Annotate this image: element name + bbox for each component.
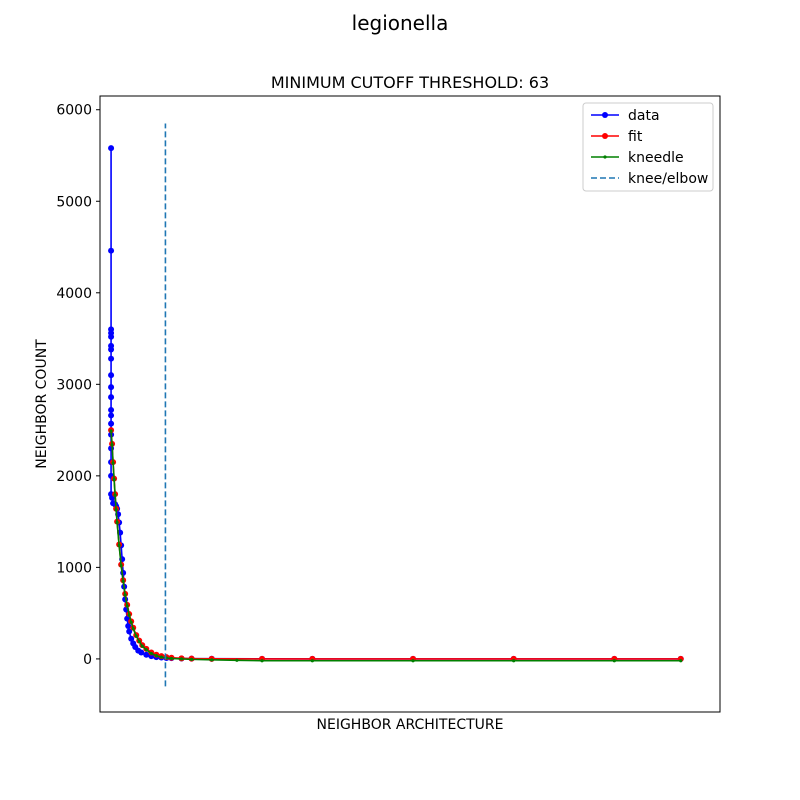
legend-label: data (628, 108, 660, 124)
y-tick-label: 5000 (56, 194, 92, 210)
legend-marker (602, 112, 608, 118)
kneedle-point (115, 520, 119, 525)
kneedle-point (117, 543, 121, 548)
kneedle-point (111, 461, 115, 465)
kneedle-point (109, 429, 113, 433)
kneedle-point (112, 477, 116, 482)
kneedle-point (169, 656, 174, 661)
kneedle-point (137, 639, 141, 644)
kneedle-point (110, 443, 114, 447)
kneedle-point (159, 655, 163, 659)
y-tick-label: 2000 (56, 469, 92, 485)
y-tick-label: 1000 (56, 560, 92, 576)
data-series-line (110, 148, 681, 660)
legend-box (582, 102, 714, 192)
kneedle-point (127, 613, 131, 617)
data-point (108, 420, 115, 427)
kneedle-point (149, 651, 153, 656)
kneedle-point (512, 659, 516, 663)
x-axis-label: NEIGHBOR ARCHITECTURE (317, 717, 504, 733)
kneedle-point (612, 659, 616, 663)
legend-marker (603, 155, 607, 159)
kneedle-point (134, 634, 138, 638)
data-point (108, 406, 115, 413)
data-point (108, 346, 115, 353)
y-tick-label: 3000 (56, 377, 92, 393)
data-point (108, 333, 115, 340)
chart-title: MINIMUM CUTOFF THRESHOLD: 63 (271, 73, 549, 92)
legend-marker (602, 133, 608, 139)
kneedle-point (189, 657, 194, 661)
data-point (126, 628, 133, 635)
kneedle-point (154, 654, 158, 658)
fit-series-line (110, 430, 681, 660)
data-point (108, 412, 115, 419)
legend-label: kneedle (628, 150, 684, 166)
data-point (125, 622, 132, 629)
figure-title: legionella (351, 11, 449, 35)
kneedle-point (679, 659, 683, 663)
legend-label: fit (628, 129, 643, 145)
kneedle-point (114, 508, 118, 512)
kneedle-point (310, 659, 314, 663)
y-axis: 0 1000 2000 3000 4000 5000 6000 (56, 103, 100, 668)
y-tick-label: 6000 (56, 103, 92, 119)
legend-label: knee/elbow (628, 171, 708, 187)
legend: data fit kneedle knee/elbow (582, 102, 714, 192)
data-point (108, 372, 115, 379)
kneedle-point (121, 579, 125, 583)
data-point (143, 651, 150, 658)
kneedle-point (179, 657, 184, 661)
data-point (138, 649, 145, 656)
kneedle-point (131, 627, 135, 631)
data-point (108, 394, 115, 401)
kneedle-point (144, 648, 148, 652)
kneedle-series-line (110, 430, 681, 662)
kneedle-point (125, 604, 129, 608)
data-point (108, 384, 115, 391)
kneedle-point (140, 644, 144, 648)
data-point (108, 247, 115, 254)
axes-frame (99, 95, 721, 713)
y-tick-label: 0 (83, 652, 92, 668)
data-point (128, 635, 135, 642)
kneedle-point (113, 493, 117, 497)
y-axis-label: NEIGHBOR COUNT (34, 339, 50, 469)
y-tick-label: 4000 (56, 286, 92, 302)
kneedle-point (260, 659, 264, 663)
kneedle-point (235, 658, 239, 662)
kneedle-point (129, 620, 133, 624)
data-point (108, 145, 115, 152)
kneedle-point (210, 658, 214, 662)
plot-area (108, 123, 684, 687)
kneedle-point (119, 563, 123, 568)
data-point (108, 355, 115, 362)
kneedle-point (123, 593, 127, 597)
kneedle-point (411, 659, 415, 663)
